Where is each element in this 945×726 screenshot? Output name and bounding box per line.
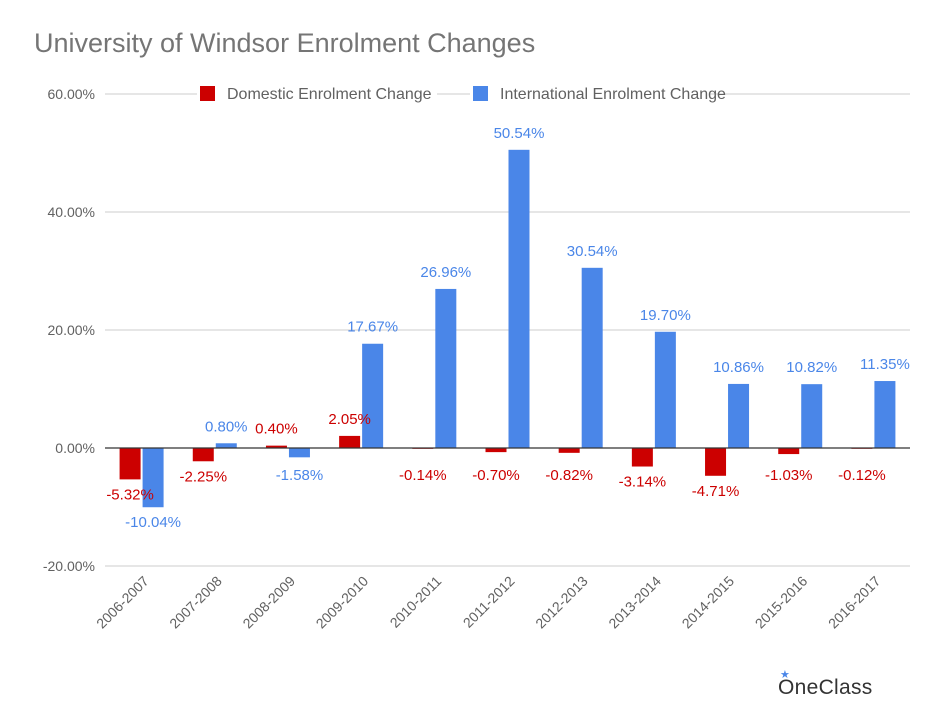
data-label-domestic: -3.14% [619, 474, 667, 491]
legend-swatch [473, 86, 488, 101]
x-tick-label: 2015-2016 [752, 573, 811, 632]
bar-domestic [558, 448, 580, 453]
data-label-domestic: -2.25% [180, 468, 228, 485]
x-tick-label: 2013-2014 [605, 573, 664, 632]
data-label-international: 11.35% [860, 356, 910, 373]
y-tick-label: 40.00% [48, 204, 95, 220]
bar-international [801, 384, 823, 448]
data-label-international: 19.70% [640, 307, 691, 324]
bar-domestic [265, 445, 287, 448]
data-label-international: 10.86% [713, 359, 764, 376]
bar-international [142, 448, 164, 508]
bar-domestic [119, 448, 141, 480]
x-tick-label: 2008-2009 [239, 573, 298, 632]
x-tick-label: 2009-2010 [313, 573, 372, 632]
y-tick-label: 0.00% [55, 440, 95, 456]
bar-international [508, 149, 530, 448]
legend: Domestic Enrolment Change International E… [197, 84, 726, 104]
y-tick-label: 20.00% [48, 322, 95, 338]
bar-international [362, 343, 384, 448]
watermark-brand: OneClass [778, 676, 873, 699]
data-label-international: 10.82% [786, 359, 837, 376]
data-label-international: -1.58% [276, 467, 324, 484]
bar-domestic [705, 448, 727, 476]
bar-international [581, 267, 603, 448]
chart-title: University of Windsor Enrolment Changes [34, 28, 536, 58]
x-tick-label: 2016-2017 [825, 573, 884, 632]
x-axis-ticks: 2006-2007 2007-2008 2008-2009 2009-2010 2010… [93, 573, 884, 632]
data-label-international: 30.54% [567, 243, 618, 260]
bars [119, 149, 896, 508]
data-labels: -5.32% -10.04% -2.25% 0.80% 0.40% -1.58% 2.05%… [106, 125, 909, 531]
bar-domestic [339, 435, 361, 448]
y-tick-label: 60.00% [48, 86, 95, 102]
x-tick-label: 2011-2012 [460, 573, 518, 631]
bar-international [728, 383, 750, 448]
data-label-domestic: 0.40% [255, 421, 298, 438]
x-tick-label: 2014-2015 [679, 573, 738, 632]
data-label-international: 0.80% [205, 418, 248, 435]
bar-international [288, 448, 310, 458]
x-tick-label: 2006-2007 [93, 573, 152, 632]
data-label-domestic: -0.82% [545, 467, 593, 484]
data-label-domestic: -0.70% [472, 467, 520, 484]
data-label-domestic: 2.05% [328, 411, 371, 428]
legend-swatch [200, 86, 215, 101]
gridlines [105, 93, 910, 567]
data-label-domestic: -1.03% [765, 467, 813, 484]
bar-domestic [631, 448, 653, 467]
legend-bg [197, 84, 437, 104]
legend-bg [470, 84, 710, 104]
data-label-domestic: -4.71% [692, 483, 740, 500]
bar-international [215, 443, 237, 448]
x-tick-label: 2010-2011 [387, 573, 445, 631]
brand-star-icon: ★ [780, 668, 790, 681]
data-label-domestic: -5.32% [106, 486, 154, 503]
bar-international [654, 331, 676, 448]
y-axis-ticks: 60.00% 40.00% 20.00% 0.00% -20.00% [43, 86, 95, 574]
bar-domestic [485, 448, 507, 453]
data-label-international: 26.96% [420, 264, 471, 281]
data-label-international: -10.04% [125, 514, 181, 531]
legend-label: Domestic Enrolment Change [227, 86, 432, 103]
x-tick-label: 2007-2008 [166, 573, 225, 632]
bar-international [435, 288, 457, 448]
bar-domestic [778, 448, 800, 455]
data-label-domestic: -0.14% [399, 467, 447, 484]
data-label-domestic: -0.12% [838, 467, 886, 484]
data-label-international: 17.67% [347, 319, 398, 336]
bar-international [874, 381, 896, 448]
bar-domestic [192, 448, 214, 462]
legend-label: International Enrolment Change [500, 86, 726, 103]
y-tick-label: -20.00% [43, 558, 95, 574]
x-tick-label: 2012-2013 [532, 573, 591, 632]
data-label-international: 50.54% [494, 125, 545, 142]
